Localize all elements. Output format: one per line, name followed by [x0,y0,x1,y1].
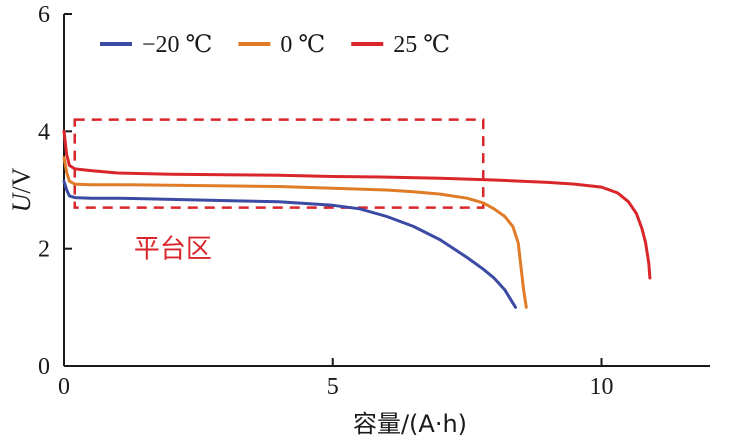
x-tick-label-0: 0 [58,374,70,400]
legend-label-1: 0 ℃ [280,32,325,58]
plateau-annotation: 平台区 [73,118,485,264]
y-tick-label-2: 4 [38,119,50,145]
ticks [63,13,603,367]
series-line-0 [62,179,517,309]
tick-labels: 0 5 10 0 2 4 6 [38,2,614,400]
y-axis-label-symbol: U [7,191,36,212]
y-axis-label-unit: /V [7,167,36,193]
legend-label-0: −20 ℃ [142,32,212,58]
x-tick-label-1: 5 [327,374,339,400]
y-tick-label-0: 0 [38,354,50,380]
series-line-1 [62,156,528,309]
y-tick-label-3: 6 [38,2,50,28]
legend-label-2: 25 ℃ [393,32,450,58]
y-axis-label: U/V [7,167,36,212]
series-line-2 [62,129,652,280]
x-axis-label: 容量/(A·h) [353,410,467,438]
y-tick-label-1: 2 [38,237,50,263]
series-lines [62,129,652,309]
x-tick-label-2: 10 [590,374,614,400]
legend: −20 ℃ 0 ℃ 25 ℃ [100,32,450,58]
plateau-region-label: 平台区 [134,234,212,264]
plateau-region-box [73,118,485,209]
